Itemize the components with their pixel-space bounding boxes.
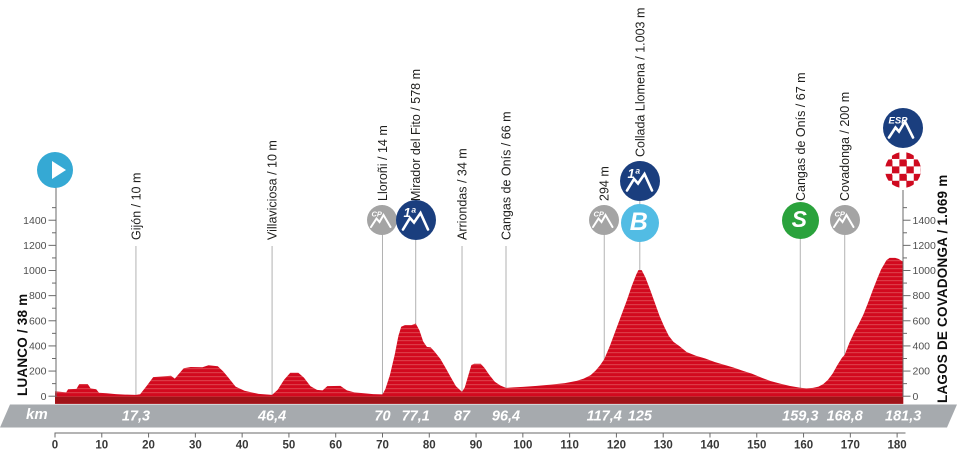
right-elevation-label: 1200 [913,240,937,252]
start-label: LUANCO / 38 m [15,294,30,396]
right-elevation-label: 400 [913,341,931,353]
left-elevation-label: 200 [29,366,47,378]
x-tick-label: 40 [236,440,249,452]
x-tick-label: 50 [283,440,296,452]
waypoint-label: 294 m [598,166,612,201]
waypoint-label: Gijón / 10 m [129,173,143,240]
waypoint-lines [135,162,846,404]
waypoint-label: Cangas de Onís / 67 m [794,72,808,201]
waypoint-labels: LUANCO / 38 m Gijón / 10 m 17,3 Villavicios… [15,8,950,425]
right-elevation-label: 1000 [913,265,937,277]
x-tick-label: 120 [607,440,626,452]
waypoint-label: Cangas de Onís / 66 m [500,111,514,240]
x-tick-label: 70 [376,440,389,452]
waypoint-label: Covadonga / 200 m [838,92,852,201]
band-distance-label: 168,8 [827,409,864,425]
x-tick-label: 100 [513,440,532,452]
band-distance-label: 77,1 [402,409,430,425]
waypoint-label: Lloroñi / 14 m [376,125,390,201]
right-elevation-label: 200 [913,366,931,378]
band-distance-label: 117,4 [587,409,622,425]
x-tick-label: 140 [700,440,719,452]
band-distance-label: 159,3 [782,409,818,425]
left-elevation-label: 1000 [23,265,47,277]
band-distance-label: 17,3 [122,409,150,425]
waypoint-label: Arriondas / 34 m [456,148,470,240]
band-distance-label: 125 [628,409,653,425]
band-distance-label: 46,4 [257,409,286,425]
band-distance-label: 181,3 [885,409,921,425]
axis-ticks [48,207,911,438]
right-elevation-label: 600 [913,315,931,327]
right-elevation-label: 0 [913,391,919,403]
right-elevation-label: 1400 [913,215,937,227]
finish-label: LAGOS DE COVADONGA / 1.069 m [935,175,950,403]
band-distance-label: 96,4 [492,409,520,425]
x-tick-label: 80 [423,440,436,452]
x-tick-label: 130 [654,440,673,452]
x-tick-label: 170 [841,440,860,452]
left-elevation-label: 0 [41,391,47,403]
left-elevation-label: 1400 [23,215,47,227]
right-elevation-label: 800 [913,290,931,302]
waypoint-label: Collada Llomena / 1.003 m [633,8,647,157]
x-tick-label: 90 [470,440,483,452]
km-band [0,404,957,428]
waypoint-label: Mirador del Fito / 578 m [409,69,423,201]
x-tick-label: 160 [794,440,813,452]
band-distance-label: 70 [374,409,390,425]
x-tick-label: 30 [189,440,202,452]
band-distance-label: 87 [454,409,471,425]
x-tick-label: 150 [747,440,766,452]
x-tick-label: 0 [52,440,58,452]
elevation-profile-area [55,257,904,404]
x-tick-label: 10 [95,440,108,452]
axes [54,187,906,434]
waypoint-label: Villaviciosa / 10 m [266,140,280,240]
left-elevation-label: 1200 [23,240,47,252]
km-unit-label: km [26,406,48,423]
left-elevation-label: 600 [29,315,47,327]
x-tick-label: 20 [142,440,155,452]
profile-base-strip [55,396,904,404]
x-tick-label: 110 [560,440,579,452]
x-tick-label: 180 [888,440,907,452]
left-elevation-label: 400 [29,341,47,353]
left-elevation-label: 800 [29,290,47,302]
x-tick-label: 60 [329,440,342,452]
